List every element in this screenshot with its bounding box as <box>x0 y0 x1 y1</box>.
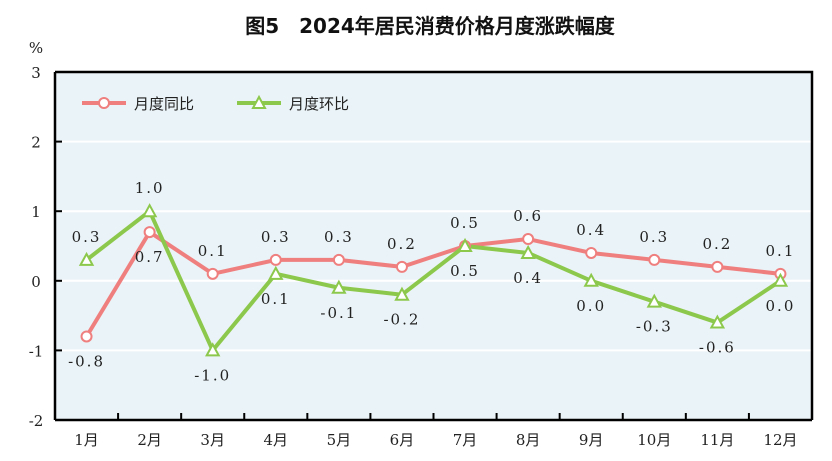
x-tick-label: 11月 <box>700 431 734 449</box>
x-tick-label: 2月 <box>137 431 162 449</box>
series-line <box>85 209 782 353</box>
data-point-triangle <box>141 203 158 218</box>
y-tick-label: 0 <box>31 273 41 291</box>
data-point-triangle <box>772 272 789 287</box>
data-point-circle <box>98 97 110 109</box>
data-label: 0.0 <box>766 297 796 315</box>
data-label: 0.2 <box>702 235 732 253</box>
data-label: 0.5 <box>450 214 480 232</box>
data-label: -0.6 <box>699 339 736 357</box>
data-point-triangle <box>78 251 95 266</box>
plot-area <box>55 72 812 420</box>
legend-label: 月度同比 <box>134 95 194 113</box>
y-tick-label: -1 <box>29 342 44 360</box>
data-label: -0.3 <box>636 318 673 336</box>
x-tick-label: 9月 <box>579 431 604 449</box>
y-tick-label: 3 <box>31 64 41 82</box>
x-tick-label: 6月 <box>390 431 415 449</box>
data-point-triangle <box>205 342 221 357</box>
y-tick-label: 2 <box>31 134 41 152</box>
data-point-triangle <box>251 94 267 109</box>
data-point-triangle <box>646 293 662 308</box>
data-label: 0.1 <box>261 290 291 308</box>
y-tick-label: -2 <box>29 412 44 430</box>
x-tick-label: 3月 <box>200 431 225 449</box>
data-label: -1.0 <box>194 366 231 384</box>
data-label: 0.3 <box>261 228 291 246</box>
plot-border <box>55 70 814 420</box>
y-axis-unit: % <box>29 39 43 57</box>
data-point-circle <box>648 253 661 266</box>
x-tick-label: 4月 <box>264 431 289 449</box>
data-label: 0.2 <box>387 235 417 253</box>
data-label: -0.8 <box>68 352 105 370</box>
data-label: -0.2 <box>383 311 420 329</box>
data-point-triangle <box>331 279 347 294</box>
data-point-circle <box>143 226 156 239</box>
x-tick-label: 8月 <box>516 431 541 449</box>
data-label: -0.1 <box>320 304 357 322</box>
data-label: 0.3 <box>324 228 354 246</box>
data-point-triangle <box>520 244 536 259</box>
legend-label: 月度环比 <box>289 95 349 113</box>
data-point-circle <box>522 233 535 246</box>
data-label: 0.7 <box>135 248 165 266</box>
data-point-circle <box>206 267 219 280</box>
data-point-triangle <box>394 286 410 301</box>
data-label: 0.1 <box>766 242 796 260</box>
data-label: 0.6 <box>513 207 543 225</box>
series-line <box>84 230 781 338</box>
x-tick-label: 10月 <box>637 431 671 449</box>
data-point-circle <box>711 260 724 273</box>
data-point-circle <box>395 260 408 273</box>
legend: 月度同比 月度环比 <box>82 94 349 113</box>
y-tick-label: 1 <box>31 203 41 221</box>
data-label: 1.0 <box>135 179 165 197</box>
data-point-circle <box>269 253 282 266</box>
data-label: 0.0 <box>576 297 606 315</box>
data-point-triangle <box>583 272 599 287</box>
data-label: 0.1 <box>198 242 228 260</box>
data-point-circle <box>585 246 598 259</box>
data-point-triangle <box>709 314 726 329</box>
data-point-circle <box>332 253 345 266</box>
x-tick-label: 7月 <box>453 431 478 449</box>
x-tick-label: 12月 <box>763 431 797 449</box>
data-point-triangle <box>268 265 284 280</box>
x-tick-label: 1月 <box>74 431 99 449</box>
data-label: 0.3 <box>639 228 669 246</box>
data-point-triangle <box>457 237 473 252</box>
data-label: 0.5 <box>450 262 480 280</box>
chart-title: 图5 2024年居民消费价格月度涨跌幅度 <box>245 14 616 38</box>
data-point-circle <box>80 330 93 343</box>
data-label: 0.3 <box>72 228 102 246</box>
x-tick-label: 5月 <box>327 431 352 449</box>
data-label: 0.4 <box>576 221 606 239</box>
data-label: 0.4 <box>513 269 543 287</box>
